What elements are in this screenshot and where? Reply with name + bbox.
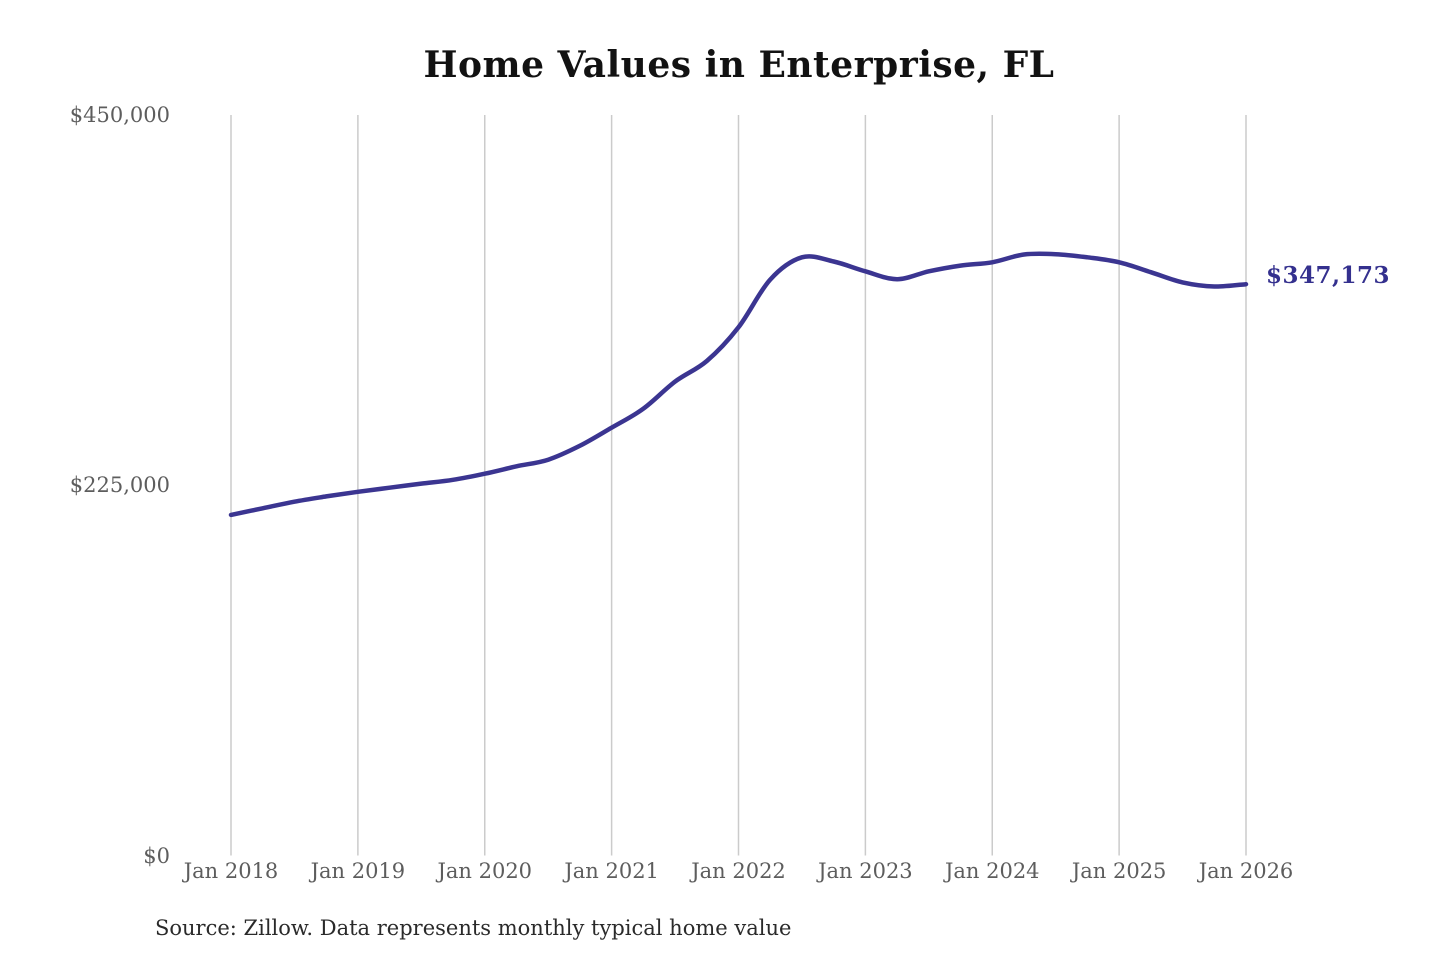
- y-tick-label: $0: [143, 843, 170, 868]
- value-line: [228, 251, 1249, 518]
- x-tick-label: Jan 2020: [437, 859, 533, 883]
- source-note: Source: Zillow. Data represents monthly …: [155, 916, 792, 940]
- x-tick-label: Jan 2026: [1198, 859, 1294, 883]
- x-tick-label: Jan 2023: [818, 859, 913, 883]
- y-tick-label: $225,000: [69, 473, 170, 498]
- x-tick-label: Jan 2021: [564, 859, 659, 883]
- end-value-label: $347,173: [1266, 262, 1391, 289]
- x-tick-label: Jan 2019: [310, 859, 406, 883]
- chart-title: Home Values in Enterprise, FL: [423, 44, 1055, 86]
- x-tick-label: Jan 2025: [1071, 859, 1167, 883]
- x-tick-label: Jan 2022: [691, 859, 786, 883]
- x-tick-label: Jan 2018: [183, 859, 279, 883]
- x-tick-label: Jan 2024: [944, 859, 1040, 883]
- y-tick-label: $450,000: [69, 103, 170, 127]
